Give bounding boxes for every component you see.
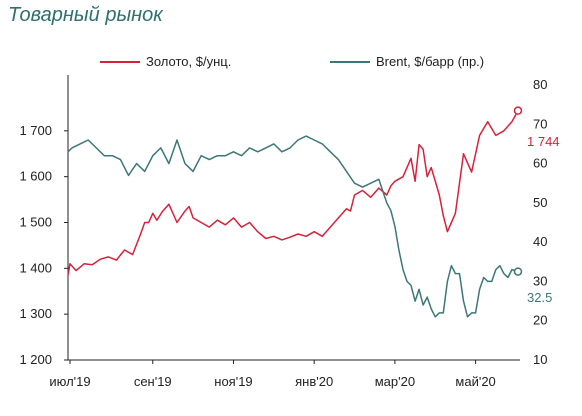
x-tick-label: июл'19 xyxy=(49,374,90,389)
y-right-tick-label: 80 xyxy=(533,77,547,92)
y-left-tick-label: 1 500 xyxy=(19,215,52,230)
y-right-tick-label: 70 xyxy=(533,116,547,131)
x-tick-label: ноя'19 xyxy=(214,374,252,389)
labels-layer: 1 744 32.5 xyxy=(527,134,560,305)
y-right-tick-label: 60 xyxy=(533,156,547,171)
legend-gold-label: Золото, $/унц. xyxy=(146,54,231,69)
y-left-tick-label: 1 200 xyxy=(19,352,52,367)
y-right-tick-label: 50 xyxy=(533,195,547,210)
y-left-tick-label: 1 300 xyxy=(19,306,52,321)
axes: 1 200 1 300 1 400 1 500 1 600 1 700 10 20 30 40 50… xyxy=(19,75,547,389)
x-tick-label: мар'20 xyxy=(375,374,415,389)
y-left-tick-label: 1 600 xyxy=(19,169,52,184)
x-tick-label: янв'20 xyxy=(295,374,333,389)
legend-brent-label: Brent, $/барр (пр.) xyxy=(376,54,484,69)
series-brent-line xyxy=(67,135,519,318)
series-layer xyxy=(67,106,523,318)
y-right-tick-label: 20 xyxy=(533,313,547,328)
series-brent-last-point xyxy=(513,267,523,276)
series-gold-last-point xyxy=(513,106,523,115)
y-right-tick-label: 10 xyxy=(533,352,547,367)
y-left-tick-label: 1 400 xyxy=(19,260,52,275)
x-tick-label: май'20 xyxy=(455,374,495,389)
chart-title: Товарный рынок xyxy=(8,4,163,26)
y-right-tick-label: 30 xyxy=(533,273,547,288)
y-right-tick-label: 40 xyxy=(533,234,547,249)
series-brent-last-value-label: 32.5 xyxy=(527,290,552,305)
series-gold-line xyxy=(67,110,519,276)
x-tick-label: сен'19 xyxy=(134,374,172,389)
series-gold-last-value-label: 1 744 xyxy=(527,134,560,149)
legend: Золото, $/унц. Brent, $/барр (пр.) xyxy=(100,54,484,69)
y-left-tick-label: 1 700 xyxy=(19,123,52,138)
